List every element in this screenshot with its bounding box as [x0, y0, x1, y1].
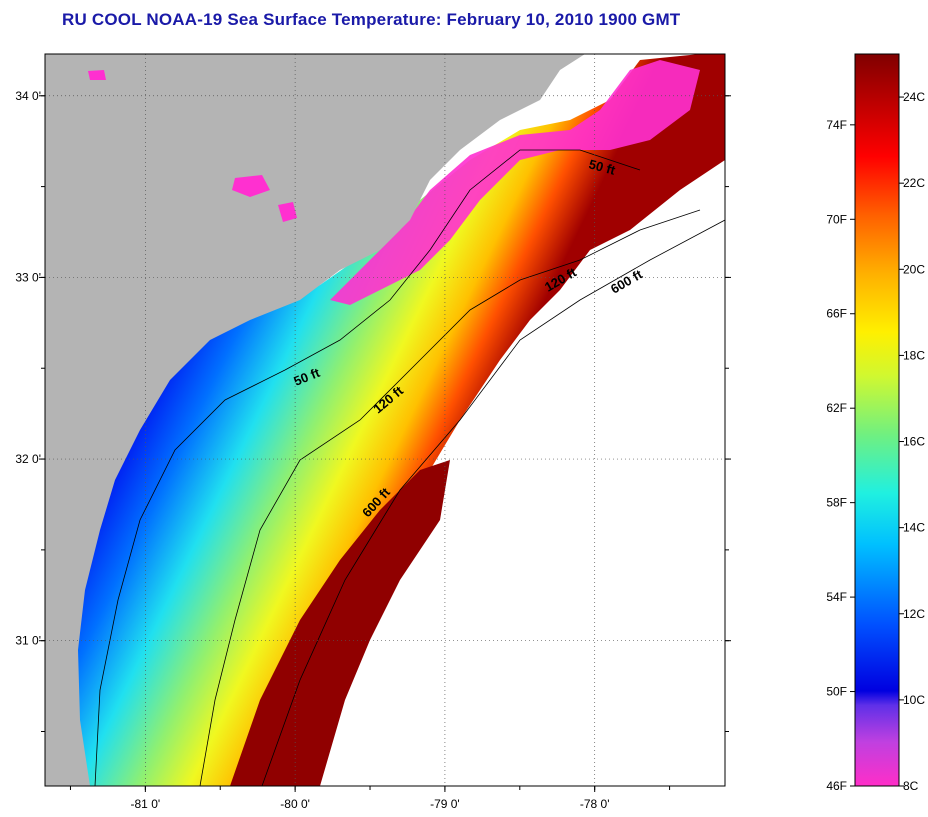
colorbar-c-label: 10C: [903, 693, 925, 707]
lon-tick-label: -78 0': [580, 797, 610, 811]
lake-3: [88, 70, 106, 80]
colorbar-c-label: 8C: [903, 779, 919, 793]
colorbar-f-label: 66F: [826, 307, 847, 321]
lat-tick-label: 33 0': [15, 270, 41, 284]
lon-tick-label: -80 0': [280, 797, 310, 811]
colorbar-c-label: 22C: [903, 176, 925, 190]
colorbar-f-label: 62F: [826, 401, 847, 415]
contour-label-50ft-north: 50 ft: [587, 156, 617, 178]
colorbar-c-label: 20C: [903, 262, 925, 276]
colorbar-f-label: 74F: [826, 118, 847, 132]
map-axes: -81 0' -80 0' -79 0' -78 0' 34 0' 33 0' 32 0' 3…: [15, 89, 731, 811]
colorbar-c-label: 12C: [903, 607, 925, 621]
lake-1: [232, 175, 270, 197]
colorbar-f-label: 70F: [826, 212, 847, 226]
contour-120ft: [199, 209, 701, 786]
colorbar-labels: 74F 70F 66F 62F 58F 54F 50F 46F 24C 22C 20C 18C 16C 1…: [826, 90, 925, 793]
contour-50ft: [94, 149, 641, 786]
colorbar-c-label: 16C: [903, 435, 925, 449]
contour-600ft: [261, 219, 725, 786]
colorbar-c-label: 18C: [903, 348, 925, 362]
lat-tick-label: 34 0': [15, 89, 41, 103]
cold-band: [330, 60, 700, 305]
colorbar: [854, 53, 900, 787]
gulf-stream-band: [230, 460, 450, 786]
lat-tick-label: 32 0': [15, 452, 41, 466]
map-title: RU COOL NOAA-19 Sea Surface Temperature:…: [62, 10, 681, 29]
colorbar-f-label: 50F: [826, 685, 847, 699]
lake-2: [278, 202, 297, 222]
colorbar-f-label: 46F: [826, 779, 847, 793]
lon-tick-label: -79 0': [430, 797, 460, 811]
colorbar-f-label: 58F: [826, 496, 847, 510]
colorbar-c-label: 24C: [903, 90, 925, 104]
colorbar-c-label: 14C: [903, 521, 925, 535]
colorbar-f-label: 54F: [826, 590, 847, 604]
land: [45, 54, 585, 786]
sst-field: [70, 54, 725, 786]
lat-lon-grid: [45, 54, 725, 786]
lon-tick-label: -81 0': [131, 797, 161, 811]
lat-tick-label: 31 0': [15, 634, 41, 648]
